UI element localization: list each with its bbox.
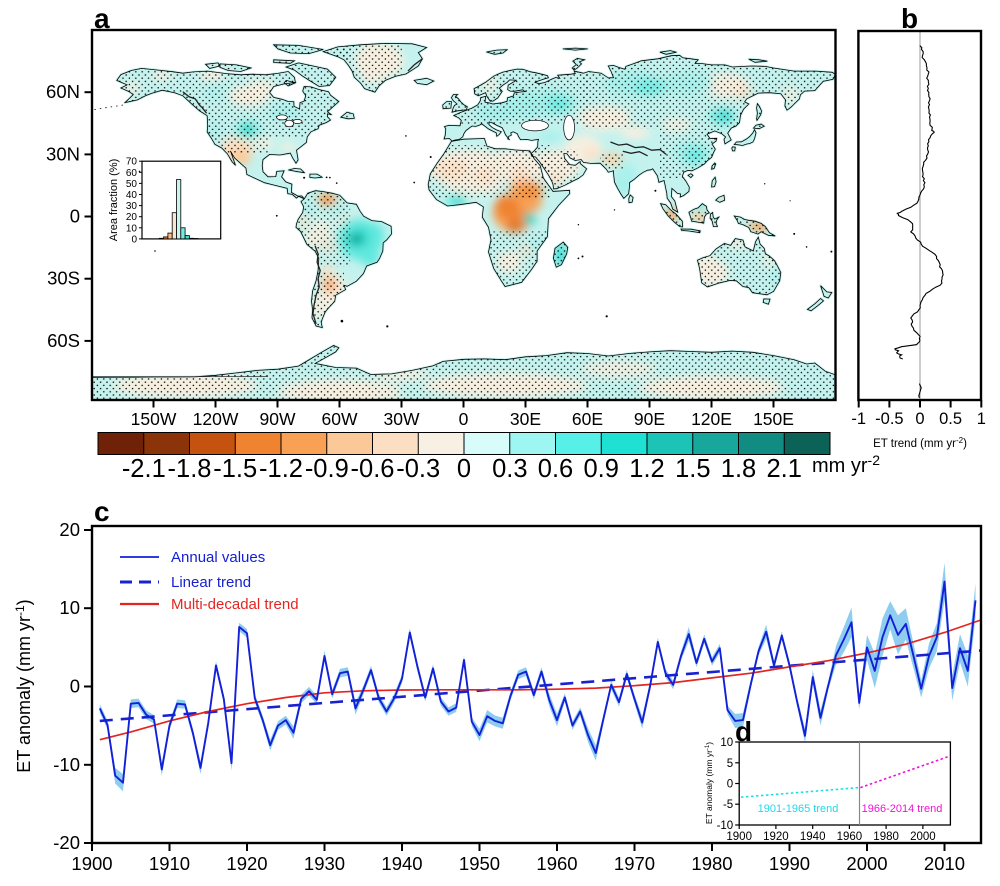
svg-text:-1.8: -1.8 xyxy=(168,455,212,483)
svg-text:d: d xyxy=(735,716,752,747)
svg-text:-2.1: -2.1 xyxy=(122,455,166,483)
svg-text:1930: 1930 xyxy=(304,853,345,874)
svg-text:1960: 1960 xyxy=(837,831,863,843)
svg-text:-1: -1 xyxy=(851,410,866,428)
svg-text:Multi-decadal trend: Multi-decadal trend xyxy=(171,596,299,613)
svg-text:1966-2014 trend: 1966-2014 trend xyxy=(862,803,943,815)
svg-text:1.8: 1.8 xyxy=(721,455,756,483)
svg-text:-1.2: -1.2 xyxy=(259,455,303,483)
svg-text:1901-1965 trend: 1901-1965 trend xyxy=(758,803,839,815)
svg-text:0: 0 xyxy=(727,779,733,791)
svg-text:ET trend (mm yr-2): ET trend (mm yr-2) xyxy=(873,436,967,450)
svg-text:1920: 1920 xyxy=(763,831,789,843)
svg-text:1940: 1940 xyxy=(800,831,826,843)
svg-text:90E: 90E xyxy=(634,409,665,429)
svg-text:ET anomaly (mm yr-1): ET anomaly (mm yr-1) xyxy=(704,742,714,824)
svg-text:0.5: 0.5 xyxy=(939,410,962,428)
svg-text:1.2: 1.2 xyxy=(629,455,664,483)
svg-text:1920: 1920 xyxy=(226,853,267,874)
svg-text:0.9: 0.9 xyxy=(583,455,618,483)
svg-text:-20: -20 xyxy=(53,832,80,853)
svg-text:1900: 1900 xyxy=(71,853,112,874)
svg-text:10: 10 xyxy=(59,597,80,618)
svg-text:-5: -5 xyxy=(723,799,733,811)
svg-text:30W: 30W xyxy=(384,409,420,429)
svg-text:50: 50 xyxy=(126,179,138,190)
svg-text:1940: 1940 xyxy=(381,853,422,874)
svg-text:2010: 2010 xyxy=(924,853,965,874)
svg-text:1970: 1970 xyxy=(614,853,655,874)
svg-text:120E: 120E xyxy=(691,409,732,429)
svg-text:1980: 1980 xyxy=(691,853,732,874)
svg-text:0: 0 xyxy=(915,410,924,428)
svg-text:30S: 30S xyxy=(47,268,80,289)
svg-text:Linear trend: Linear trend xyxy=(171,574,251,591)
svg-text:150E: 150E xyxy=(753,409,794,429)
svg-text:-0.6: -0.6 xyxy=(351,455,395,483)
svg-text:10: 10 xyxy=(126,223,138,234)
svg-text:b: b xyxy=(901,3,918,34)
svg-text:1960: 1960 xyxy=(536,853,577,874)
svg-text:40: 40 xyxy=(126,190,138,201)
svg-text:70: 70 xyxy=(126,157,138,168)
svg-text:0: 0 xyxy=(70,206,80,227)
svg-text:150W: 150W xyxy=(131,409,177,429)
svg-text:1900: 1900 xyxy=(726,831,752,843)
svg-text:ET anomaly (mm yr-1): ET anomaly (mm yr-1) xyxy=(13,599,34,772)
svg-text:120W: 120W xyxy=(193,409,239,429)
svg-text:5: 5 xyxy=(727,758,733,770)
svg-text:-0.5: -0.5 xyxy=(875,410,903,428)
svg-text:1.5: 1.5 xyxy=(675,455,710,483)
svg-text:30: 30 xyxy=(126,201,138,212)
svg-text:60E: 60E xyxy=(572,409,603,429)
svg-text:1950: 1950 xyxy=(459,853,500,874)
svg-text:a: a xyxy=(94,3,110,34)
svg-text:-1.5: -1.5 xyxy=(213,455,257,483)
svg-text:0: 0 xyxy=(459,409,469,429)
svg-text:0: 0 xyxy=(131,234,137,245)
svg-text:Annual values: Annual values xyxy=(171,549,265,566)
svg-text:20: 20 xyxy=(126,212,138,223)
svg-text:Area fraction (%): Area fraction (%) xyxy=(108,159,120,242)
svg-text:1990: 1990 xyxy=(769,853,810,874)
svg-text:90W: 90W xyxy=(260,409,296,429)
svg-text:60: 60 xyxy=(126,168,138,179)
svg-text:0: 0 xyxy=(70,676,80,697)
svg-text:-0.9: -0.9 xyxy=(305,455,349,483)
svg-text:0: 0 xyxy=(457,455,471,483)
svg-text:0.3: 0.3 xyxy=(492,455,527,483)
svg-text:1: 1 xyxy=(977,410,986,428)
svg-text:2000: 2000 xyxy=(846,853,887,874)
svg-text:60S: 60S xyxy=(47,330,80,351)
svg-text:-0.3: -0.3 xyxy=(396,455,440,483)
svg-text:1980: 1980 xyxy=(873,831,899,843)
svg-text:30E: 30E xyxy=(510,409,541,429)
svg-text:60W: 60W xyxy=(322,409,358,429)
svg-text:2.1: 2.1 xyxy=(766,455,801,483)
svg-text:-10: -10 xyxy=(53,754,80,775)
svg-text:1910: 1910 xyxy=(149,853,190,874)
svg-text:10: 10 xyxy=(720,737,733,749)
svg-text:0.6: 0.6 xyxy=(538,455,573,483)
svg-text:20: 20 xyxy=(59,519,80,540)
svg-text:60N: 60N xyxy=(46,81,80,102)
svg-text:2000: 2000 xyxy=(910,831,936,843)
svg-text:30N: 30N xyxy=(46,143,80,164)
svg-text:c: c xyxy=(94,496,110,527)
